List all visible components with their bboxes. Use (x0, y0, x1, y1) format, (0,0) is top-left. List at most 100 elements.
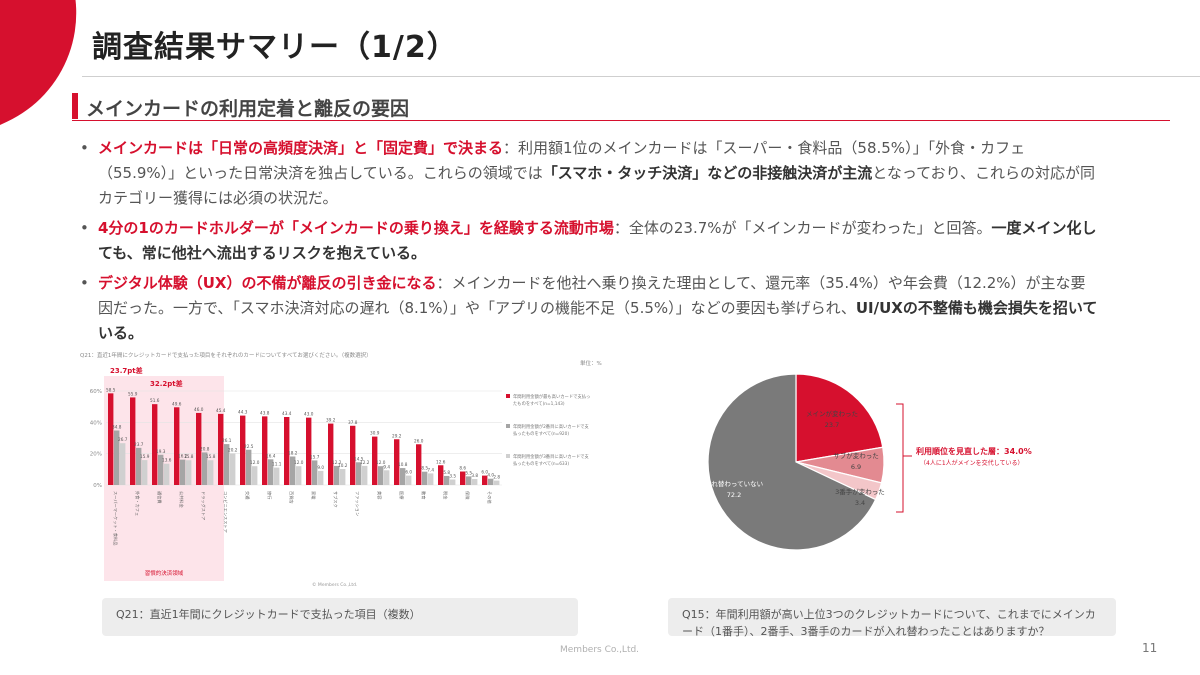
bar-value-label: 4.0 (487, 473, 494, 478)
page-title: 調査結果サマリー（1/2） (92, 30, 458, 65)
bar (372, 436, 378, 485)
bar (334, 465, 340, 485)
legend-swatch (506, 454, 510, 458)
bar (202, 452, 208, 485)
callout-subtitle: （4人に1人がメインを交代している） (920, 459, 1023, 467)
bar-value-label: 44.3 (238, 410, 248, 415)
x-tick-label: 家電 (310, 491, 317, 500)
bar-value-label: 15.8 (206, 454, 216, 459)
section-title: メインカードの利用定着と離反の要因 (86, 98, 410, 120)
bar (262, 416, 268, 485)
bar (444, 475, 450, 485)
legend-swatch (506, 424, 510, 428)
x-tick-label: スーパーマーケット・食料品 (112, 491, 119, 545)
bar-value-label: 12.2 (332, 460, 342, 465)
bar-value-label: 43.4 (282, 411, 292, 416)
bar (208, 460, 214, 485)
x-tick-label: 医療 (399, 491, 405, 500)
x-tick-label: ファッション (354, 491, 360, 516)
bar-value-label: 3.5 (449, 474, 456, 479)
bar-chart: Q21：直近1年間にクレジットカードで支払った項目をそれぞれのカードについてすべ… (80, 351, 602, 588)
pie-chart-panel: メインが変わった 23.7 サブが変わった 6.9 3番手が変わった 3.4 入れ替わってい… (690, 366, 1110, 566)
bar-value-label: 45.4 (216, 408, 226, 413)
bar (350, 425, 356, 485)
bar (130, 397, 136, 485)
legend-label: 払ったものをすべて(n=920) (513, 430, 569, 437)
bar (120, 443, 126, 485)
bar-value-label: 16.2 (178, 454, 188, 459)
bullet-lead: デジタル体験（UX）の不備が離反の引き金になる (98, 274, 437, 292)
bullet-text: ：全体の23.7%が「メインカードが変わった」と回答。 (613, 219, 992, 237)
section-header: メインカードの利用定着と離反の要因 (72, 93, 1170, 121)
x-tick-label: コンビニエンスストア (222, 491, 229, 533)
title-divider (82, 76, 1200, 77)
section-marker (72, 93, 78, 119)
bullet-emphasis: UI/UXの不整備も機会損失を招いている。 (98, 299, 1098, 342)
bar (384, 470, 390, 485)
bar (340, 469, 346, 485)
bar (240, 415, 246, 485)
bar (378, 466, 384, 485)
bar (218, 413, 224, 485)
bar (362, 465, 368, 485)
bar-value-label: 39.2 (326, 418, 336, 423)
bar-value-label: 9.0 (317, 465, 324, 470)
x-tick-label: 税金 (442, 491, 449, 500)
x-tick-label: ドラッグストア (200, 491, 207, 520)
caption-q21: Q21：直近1年間にクレジットカードで支払った項目（複数） (102, 598, 578, 636)
bar (406, 475, 412, 485)
bullet-dot: • (80, 219, 89, 237)
x-tick-label: 通信費 (156, 491, 163, 504)
bar (460, 471, 466, 485)
bar-value-label: 46.0 (194, 407, 204, 412)
bar (180, 459, 186, 485)
bar-value-label: 7.4 (427, 467, 434, 472)
bar (114, 430, 120, 485)
pie-value: 72.2 (727, 491, 741, 499)
callout-title: 利用順位を見直した層：34.0% (915, 446, 1032, 456)
bar (164, 463, 170, 485)
bar-value-label: 3.8 (471, 473, 478, 478)
bar-value-label: 5.8 (443, 470, 450, 475)
x-tick-label: その他 (486, 491, 493, 504)
bar (108, 393, 114, 485)
x-tick-label: サブスク (332, 491, 339, 508)
bullet-dot: • (80, 274, 89, 292)
bullet-item-3: • デジタル体験（UX）の不備が離反の引き金になる：メインカードを他社へ乗り換え… (80, 271, 1100, 346)
bar-value-label: 15.8 (184, 454, 194, 459)
legend-label: 年間利用金額が最も高いカードで支払っ (513, 393, 590, 400)
bar (296, 466, 302, 485)
bar (268, 459, 274, 485)
bar-value-label: 10.8 (398, 462, 408, 467)
pie-slice (707, 373, 877, 551)
bar-value-label: 30.9 (370, 431, 380, 436)
bullet-item-1: • メインカードは「日常の高頻度決済」と「固定費」で決まる：利用額1位のメインカ… (80, 136, 1100, 211)
pie-value: 3.4 (855, 499, 865, 507)
bullet-text: ：メインカードを他社へ乗り換えた理由として、還元率（35.4%）や年会費（12.… (98, 274, 1086, 317)
highlight-label: 習慣的決済領域 (145, 569, 184, 577)
pie-slice (795, 373, 884, 463)
bar (466, 476, 472, 485)
bar (252, 466, 258, 485)
bar (174, 407, 180, 485)
x-tick-label: 百貨店 (288, 491, 295, 504)
bar (494, 480, 500, 485)
bar-value-label: 23.7 (134, 442, 144, 447)
bar-value-label: 43.0 (304, 412, 314, 417)
bar (186, 460, 192, 485)
bar (318, 470, 324, 485)
bar-value-label: 15.9 (140, 454, 150, 459)
y-tick-label: 0% (93, 483, 102, 489)
bar (422, 471, 428, 485)
bar (416, 444, 422, 485)
bar (428, 473, 434, 485)
bar (438, 465, 444, 485)
caption-q15: Q15：年間利用額が高い上位3つのクレジットカードについて、これまでにメインカー… (668, 598, 1116, 638)
bar-value-label: 14.5 (354, 456, 364, 461)
bar-value-label: 13.6 (162, 458, 172, 463)
bullet-item-2: • 4分の1のカードホルダーが「メインカードの乗り換え」を経験する流動市場：全体… (80, 216, 1100, 266)
bar-value-label: 11.1 (272, 462, 282, 467)
pie-chart: メインが変わった 23.7 サブが変わった 6.9 3番手が変わった 3.4 入れ替わってい… (705, 373, 1032, 551)
x-tick-label: 公共料金 (178, 491, 185, 509)
bar (394, 439, 400, 485)
